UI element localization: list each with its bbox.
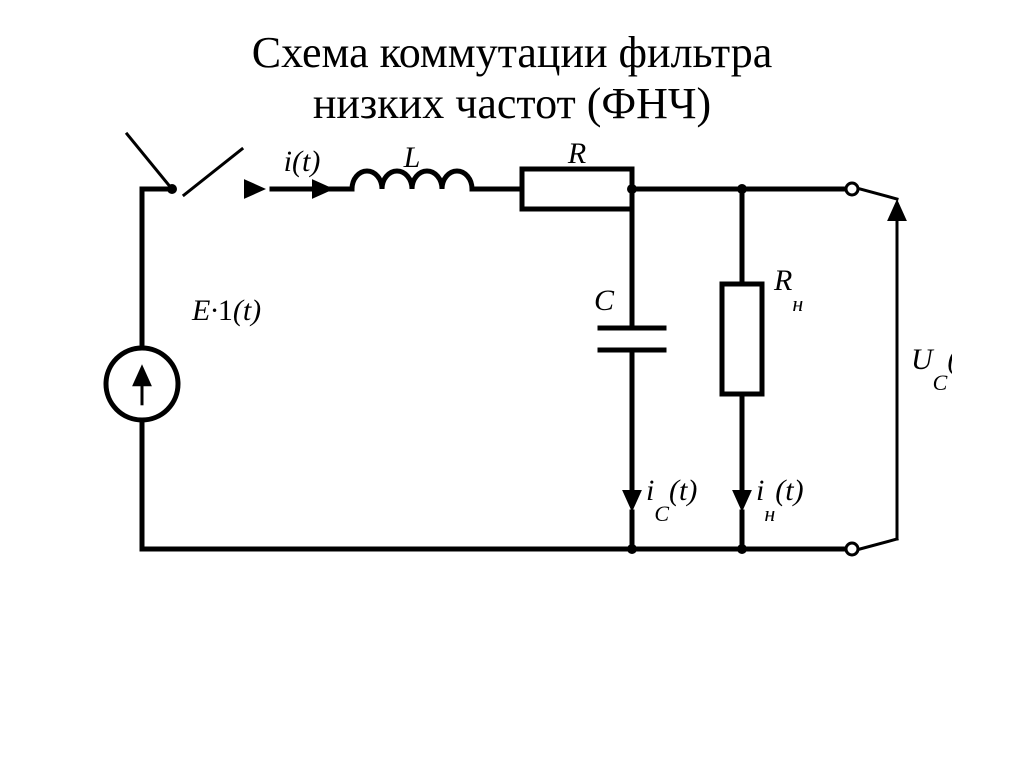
label-resistor: R [567,137,586,170]
terminal-out-bottom [846,543,858,555]
label-resistor-load: Rн [773,264,803,316]
label-capacitor: C [594,284,615,317]
terminal-out-top [846,183,858,195]
resistor-load [722,284,762,394]
circuit-diagram: i(t) L R CiC(t) Rн iн(t) UC(t) E·1(t) [72,129,952,609]
label-source: E·1(t) [191,294,261,327]
label-inductor: L [403,141,421,174]
label-current-load: iн(t) [756,474,804,526]
diagram-title: Схема коммутации фильтра низких частот (… [0,0,1024,129]
label-voltage-out: UC(t) [911,343,952,395]
label-current-c: iC(t) [646,474,697,526]
title-line-1: Схема коммутации фильтра [0,28,1024,79]
resistor-series [522,169,632,209]
label-current-main: i(t) [284,145,321,178]
title-line-2: низких частот (ФНЧ) [0,79,1024,130]
